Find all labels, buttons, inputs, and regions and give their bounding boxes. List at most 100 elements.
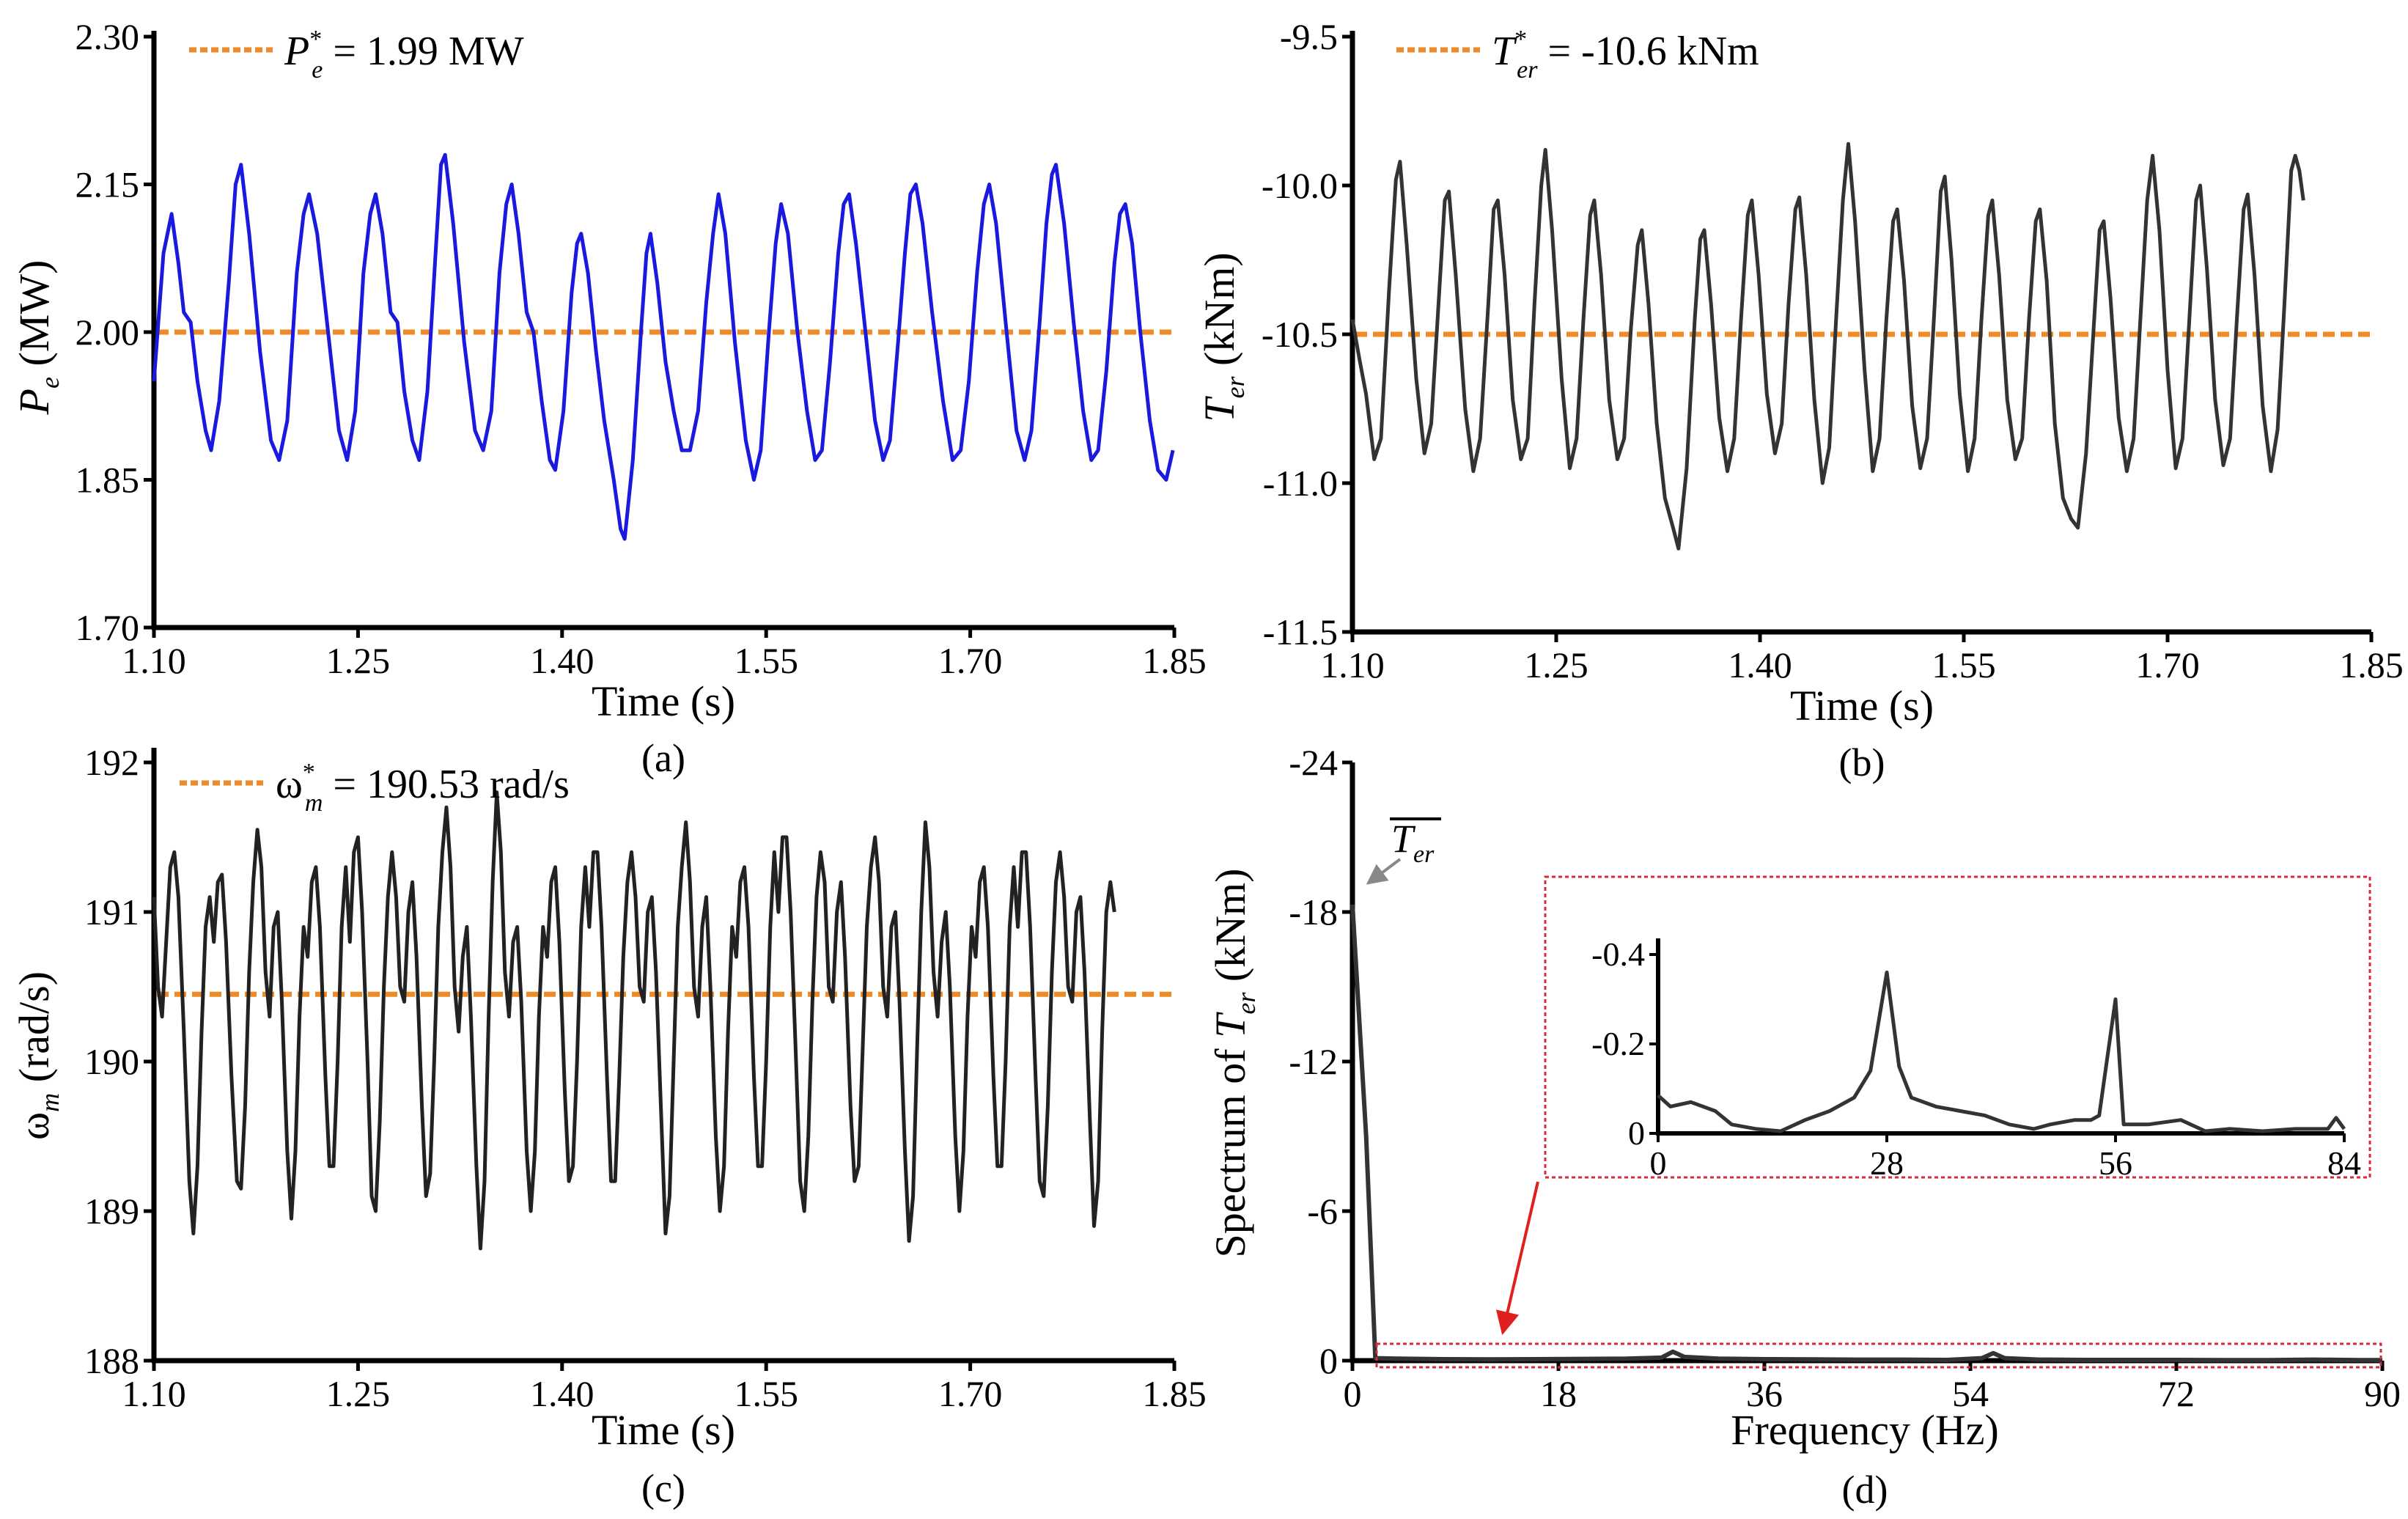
x-tick-label: 54 xyxy=(1952,1373,1989,1414)
y-tick-label: -10.0 xyxy=(1262,165,1338,206)
legend-symbol: ω xyxy=(276,762,303,807)
panel-caption: (a) xyxy=(641,736,685,780)
panel-caption: (b) xyxy=(1839,740,1885,784)
x-ticks: 1.10 1.25 1.40 1.55 1.70 1.85 xyxy=(122,628,1207,681)
x-tick-label: 1.10 xyxy=(122,1373,186,1414)
legend-superscript: * xyxy=(309,26,322,53)
inset-y-tick-label: -0.4 xyxy=(1591,935,1645,973)
x-tick-label: 0 xyxy=(1344,1373,1362,1414)
y-axis-label: Spectrum of Ter (kNm) xyxy=(1207,868,1261,1257)
zoom-region-box xyxy=(1375,1342,2382,1369)
inset-y-tick-label: -0.2 xyxy=(1591,1025,1645,1062)
y-tick-label: -12 xyxy=(1289,1041,1338,1082)
y-tick-label: -9.5 xyxy=(1280,16,1338,57)
y-tick-label: 190 xyxy=(84,1041,139,1082)
x-tick-label: 1.40 xyxy=(530,1373,594,1414)
y-axis-label: Pe (MW) xyxy=(10,260,65,416)
x-tick-label: 1.55 xyxy=(1932,644,1996,685)
y-tick-label: 188 xyxy=(84,1340,139,1381)
x-tick-label: 1.10 xyxy=(122,640,186,681)
y-ticks: 188 189 190 191 192 xyxy=(84,742,154,1381)
legend: P* e = 1.99 MW xyxy=(189,26,524,84)
y-tick-label: -10.5 xyxy=(1262,314,1338,355)
legend-value: = 1.99 MW xyxy=(323,29,523,74)
svg-text:Ter: Ter xyxy=(1391,817,1435,868)
x-tick-label: 1.55 xyxy=(734,640,798,681)
zoom-arrow xyxy=(1495,1181,1539,1336)
x-tick-label: 1.10 xyxy=(1320,644,1385,685)
y-tick-label: 2.30 xyxy=(76,16,140,57)
y-axis-label: Ter (kNm) xyxy=(1196,252,1250,422)
panel-caption: (c) xyxy=(641,1466,685,1510)
x-tick-label: 1.25 xyxy=(1524,644,1588,685)
y-ticks: 0 -6 -12 -18 -24 xyxy=(1289,742,1352,1381)
legend-superscript: * xyxy=(1514,26,1527,53)
inset-x-tick-label: 28 xyxy=(1870,1144,1904,1182)
x-ticks: 0 18 36 54 72 90 xyxy=(1344,1361,2401,1414)
y-tick-label: 1.85 xyxy=(76,460,140,501)
x-axis-label: Time (s) xyxy=(592,677,735,725)
y-tick-label: 1.70 xyxy=(76,607,140,648)
inset-x-ticks: 0 28 56 84 xyxy=(1650,1133,2361,1182)
x-tick-label: 1.85 xyxy=(1142,1373,1207,1414)
inset-y-tick-label: 0 xyxy=(1628,1114,1645,1152)
panel-b: -11.5 -11.0 -10.5 -10.0 -9.5 1.10 1.25 1.40 1.5… xyxy=(1196,16,2404,784)
x-ticks: 1.10 1.25 1.40 1.55 1.70 1.85 xyxy=(1320,632,2404,685)
x-axis-label: Frequency (Hz) xyxy=(1731,1406,1999,1454)
y-ticks: 1.70 1.85 2.00 2.15 2.30 xyxy=(76,16,154,648)
zoom-inset: 0 -0.2 -0.4 0 28 56 84 xyxy=(1544,875,2371,1182)
series-line xyxy=(1350,904,2382,1363)
y-tick-label: 2.15 xyxy=(76,164,140,205)
y-tick-label: 189 xyxy=(84,1191,139,1232)
x-tick-label: 1.40 xyxy=(530,640,594,681)
legend-value: = 190.53 rad/s xyxy=(323,762,569,807)
legend: T* er = -10.6 kNm xyxy=(1396,26,1759,84)
x-tick-label: 72 xyxy=(2158,1373,2195,1414)
inset-y-ticks: 0 -0.2 -0.4 xyxy=(1591,935,1658,1152)
y-tick-label: -11.0 xyxy=(1263,463,1338,504)
x-tick-label: 1.25 xyxy=(326,640,391,681)
legend-symbol: T xyxy=(1492,29,1517,74)
legend-subscript: e xyxy=(312,56,323,84)
y-tick-label: -6 xyxy=(1307,1191,1338,1232)
inset-series-line xyxy=(1657,970,2346,1133)
x-tick-label: 1.85 xyxy=(1142,640,1207,681)
y-ticks: -11.5 -11.0 -10.5 -10.0 -9.5 xyxy=(1262,16,1352,652)
x-tick-label: 1.70 xyxy=(938,1373,1003,1414)
x-tick-label: 90 xyxy=(2364,1373,2401,1414)
legend-subscript: m xyxy=(305,790,323,817)
x-ticks: 1.10 1.25 1.40 1.55 1.70 1.85 xyxy=(122,1361,1207,1414)
panel-d: 0 -6 -12 -18 -24 0 18 36 54 72 90 Ter 0 -0.2 -0.4 0… xyxy=(1207,742,2401,1512)
series-line xyxy=(152,152,1175,541)
series-line xyxy=(1350,141,2305,551)
x-tick-label: 1.55 xyxy=(734,1373,798,1414)
y-tick-label: 192 xyxy=(84,742,139,783)
inset-x-tick-label: 56 xyxy=(2099,1144,2132,1182)
legend: ω* m = 190.53 rad/s xyxy=(180,759,570,817)
svg-text:P*e = 1.99 MW: P* e = 1.99 MW xyxy=(284,26,524,84)
y-axis-label: ωm (rad/s) xyxy=(10,971,65,1140)
series-line xyxy=(152,790,1116,1251)
legend-superscript: * xyxy=(303,759,315,786)
y-tick-label: -11.5 xyxy=(1263,611,1338,652)
svg-text:T*er = -10.6 kNm: T* er = -10.6 kNm xyxy=(1492,26,1759,84)
legend-subscript: er xyxy=(1517,56,1538,84)
x-tick-label: 1.70 xyxy=(938,640,1003,681)
panel-caption: (d) xyxy=(1842,1468,1888,1512)
panel-c: 188 189 190 191 192 1.10 1.25 1.40 1.55 1.70 1.85… xyxy=(10,742,1207,1510)
annotation-arrow xyxy=(1366,858,1402,885)
y-tick-label: 191 xyxy=(84,891,139,933)
x-tick-label: 18 xyxy=(1540,1373,1577,1414)
y-tick-label: 2.00 xyxy=(76,312,140,353)
x-tick-label: 36 xyxy=(1746,1373,1783,1414)
legend-value: = -10.6 kNm xyxy=(1537,29,1759,74)
x-tick-label: 1.70 xyxy=(2135,644,2200,685)
inset-x-tick-label: 84 xyxy=(2327,1144,2361,1182)
y-tick-label: -24 xyxy=(1289,742,1338,783)
x-axis-label: Time (s) xyxy=(592,1406,735,1454)
svg-text:ω*m = 190.53 rad/s: ω* m = 190.53 rad/s xyxy=(276,759,570,817)
y-tick-label: 0 xyxy=(1319,1340,1338,1381)
x-axis-label: Time (s) xyxy=(1790,682,1934,729)
y-tick-label: -18 xyxy=(1289,891,1338,933)
x-tick-label: 1.85 xyxy=(2339,644,2404,685)
